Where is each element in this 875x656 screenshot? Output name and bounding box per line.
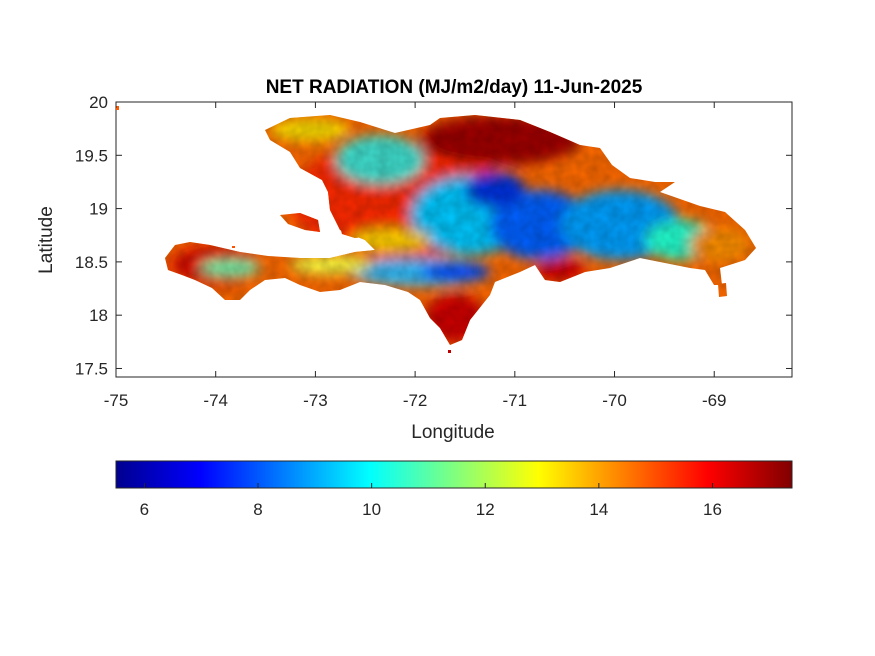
colorbar-tick-label: 8 xyxy=(253,500,262,519)
x-tick-label: -74 xyxy=(203,391,228,410)
edge-pixel xyxy=(116,106,119,110)
y-tick-label: 20 xyxy=(89,93,108,112)
y-tick-label: 19.5 xyxy=(75,146,108,165)
edge-pixel xyxy=(448,350,451,353)
x-tick-label: -71 xyxy=(503,391,528,410)
y-tick-label: 18 xyxy=(89,306,108,325)
x-tick-label: -70 xyxy=(602,391,627,410)
colorbar-tick-label: 12 xyxy=(476,500,495,519)
colorbar xyxy=(115,460,793,489)
y-tick-label: 17.5 xyxy=(75,359,108,378)
x-tick-label: -75 xyxy=(104,391,129,410)
edge-pixel xyxy=(232,246,235,248)
y-tick-label: 19 xyxy=(89,200,108,219)
colorbar-tick-label: 16 xyxy=(703,500,722,519)
x-tick-label: -72 xyxy=(403,391,428,410)
y-tick-label: 18.5 xyxy=(75,253,108,272)
colorbar-tick-label: 10 xyxy=(362,500,381,519)
x-tick-label: -73 xyxy=(303,391,328,410)
colorbar-ticks: 6 8 10 12 14 16 xyxy=(140,483,722,519)
y-axis-label: Latitude xyxy=(36,206,57,274)
y-axis: 17.5 18 18.5 19 19.5 20 xyxy=(75,93,792,378)
x-axis-label: Longitude xyxy=(411,422,494,443)
x-tick-label: -69 xyxy=(702,391,727,410)
colorbar-tick-label: 14 xyxy=(589,500,608,519)
colorbar-tick-label: 6 xyxy=(140,500,149,519)
chart-title: NET RADIATION (MJ/m2/day) 11-Jun-2025 xyxy=(266,77,643,98)
x-axis: -75 -74 -73 -72 -71 -70 -69 xyxy=(104,102,727,410)
